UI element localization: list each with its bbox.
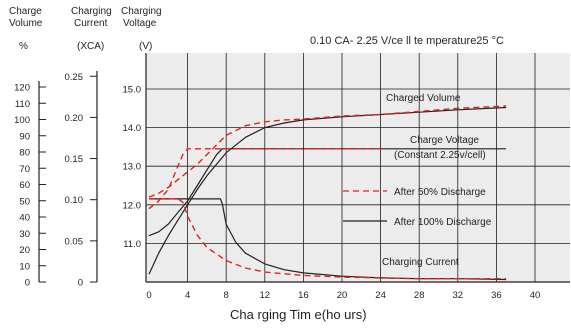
series-charging-current-50pct [149, 198, 507, 280]
x-tick-label: 4 [185, 290, 190, 301]
x-tick-label: 20 [337, 290, 348, 301]
series-charged-volume-50pct [148, 105, 507, 198]
voltage-tick-label: 13.0 [123, 162, 142, 173]
x-tick-label: 0 [146, 290, 151, 301]
x-tick-label: 8 [224, 290, 229, 301]
voltage-tick-label: 15.0 [123, 85, 142, 96]
tick-labels: 0 4 8 12 16 20 24 28 32 36 40 11.0 12.0 13.0 14.0 15.0 0… [14, 72, 540, 301]
chart-title: 0.10 CA- 2.25 V/ce ll te mperature25 °C [310, 35, 504, 47]
x-tick-label: 40 [530, 290, 541, 301]
series-charging-current-100pct [149, 198, 507, 281]
x-tick-label: 16 [298, 290, 309, 301]
volume-tick-label: 100 [14, 115, 30, 126]
current-tick-label: 0 [78, 278, 83, 289]
current-unit: (XCA) [77, 41, 104, 52]
volume-tick-label: 70 [19, 164, 30, 175]
x-tick-label: 36 [491, 290, 502, 301]
annotation-charge-voltage-note: (Constant 2.25v/cell) [394, 150, 486, 161]
annotation-charging-current: Charging Current [382, 257, 459, 268]
legend-label-100: After 100% Discharge [394, 217, 492, 228]
volume-tick-label: 120 [14, 83, 30, 94]
volume-tick-label: 80 [19, 148, 30, 159]
x-tick-label: 32 [453, 290, 464, 301]
volume-tick-label: 40 [19, 213, 30, 224]
x-axis-title: Cha rging Tim e(ho urs) [230, 307, 367, 322]
volume-tick-label: 60 [19, 180, 30, 191]
current-tick-label: 0.05 [65, 236, 84, 247]
legend: After 50% Discharge After 100% Discharge [343, 187, 492, 228]
volume-unit: % [19, 41, 28, 52]
volume-tick-label: 110 [15, 99, 30, 110]
axes [38, 53, 570, 283]
x-tick-label: 12 [260, 290, 271, 301]
grid [146, 53, 570, 282]
series-charge-voltage-50pct [148, 148, 381, 210]
x-tick-label: 28 [414, 290, 425, 301]
current-tick-label: 0.20 [65, 113, 84, 124]
series-charged-volume-100pct [148, 106, 507, 275]
volume-tick-label: 50 [19, 196, 30, 207]
series-charge-voltage-100pct [148, 148, 507, 237]
current-tick-label: 0.25 [65, 72, 84, 83]
current-header-line2: Current [74, 18, 108, 29]
voltage-header-line1: Charging [121, 6, 162, 17]
voltage-header-line2: Voltage [123, 18, 157, 29]
voltage-tick-label: 12.0 [123, 200, 142, 211]
annotation-charged-volume: Charged Volume [386, 93, 461, 104]
annotation-charge-voltage: Charge Voltage [410, 135, 479, 146]
legend-label-50: After 50% Discharge [394, 187, 486, 198]
voltage-tick-label: 11.0 [123, 239, 141, 250]
voltage-unit: (V) [139, 41, 152, 52]
volume-header-line1: Charge [9, 6, 42, 17]
current-tick-label: 0.10 [65, 195, 84, 206]
volume-tick-label: 20 [19, 245, 30, 256]
x-tick-label: 24 [375, 290, 386, 301]
volume-tick-label: 30 [19, 229, 30, 240]
volume-tick-label: 0 [25, 278, 30, 289]
current-tick-label: 0.15 [65, 154, 84, 165]
volume-header-line2: Volume [9, 18, 43, 29]
series-layer [148, 105, 507, 281]
volume-tick-label: 10 [19, 261, 30, 272]
voltage-tick-label: 14.0 [123, 123, 142, 134]
current-header-line1: Charging [71, 6, 112, 17]
plot-area [146, 53, 570, 282]
volume-tick-label: 90 [19, 131, 30, 142]
